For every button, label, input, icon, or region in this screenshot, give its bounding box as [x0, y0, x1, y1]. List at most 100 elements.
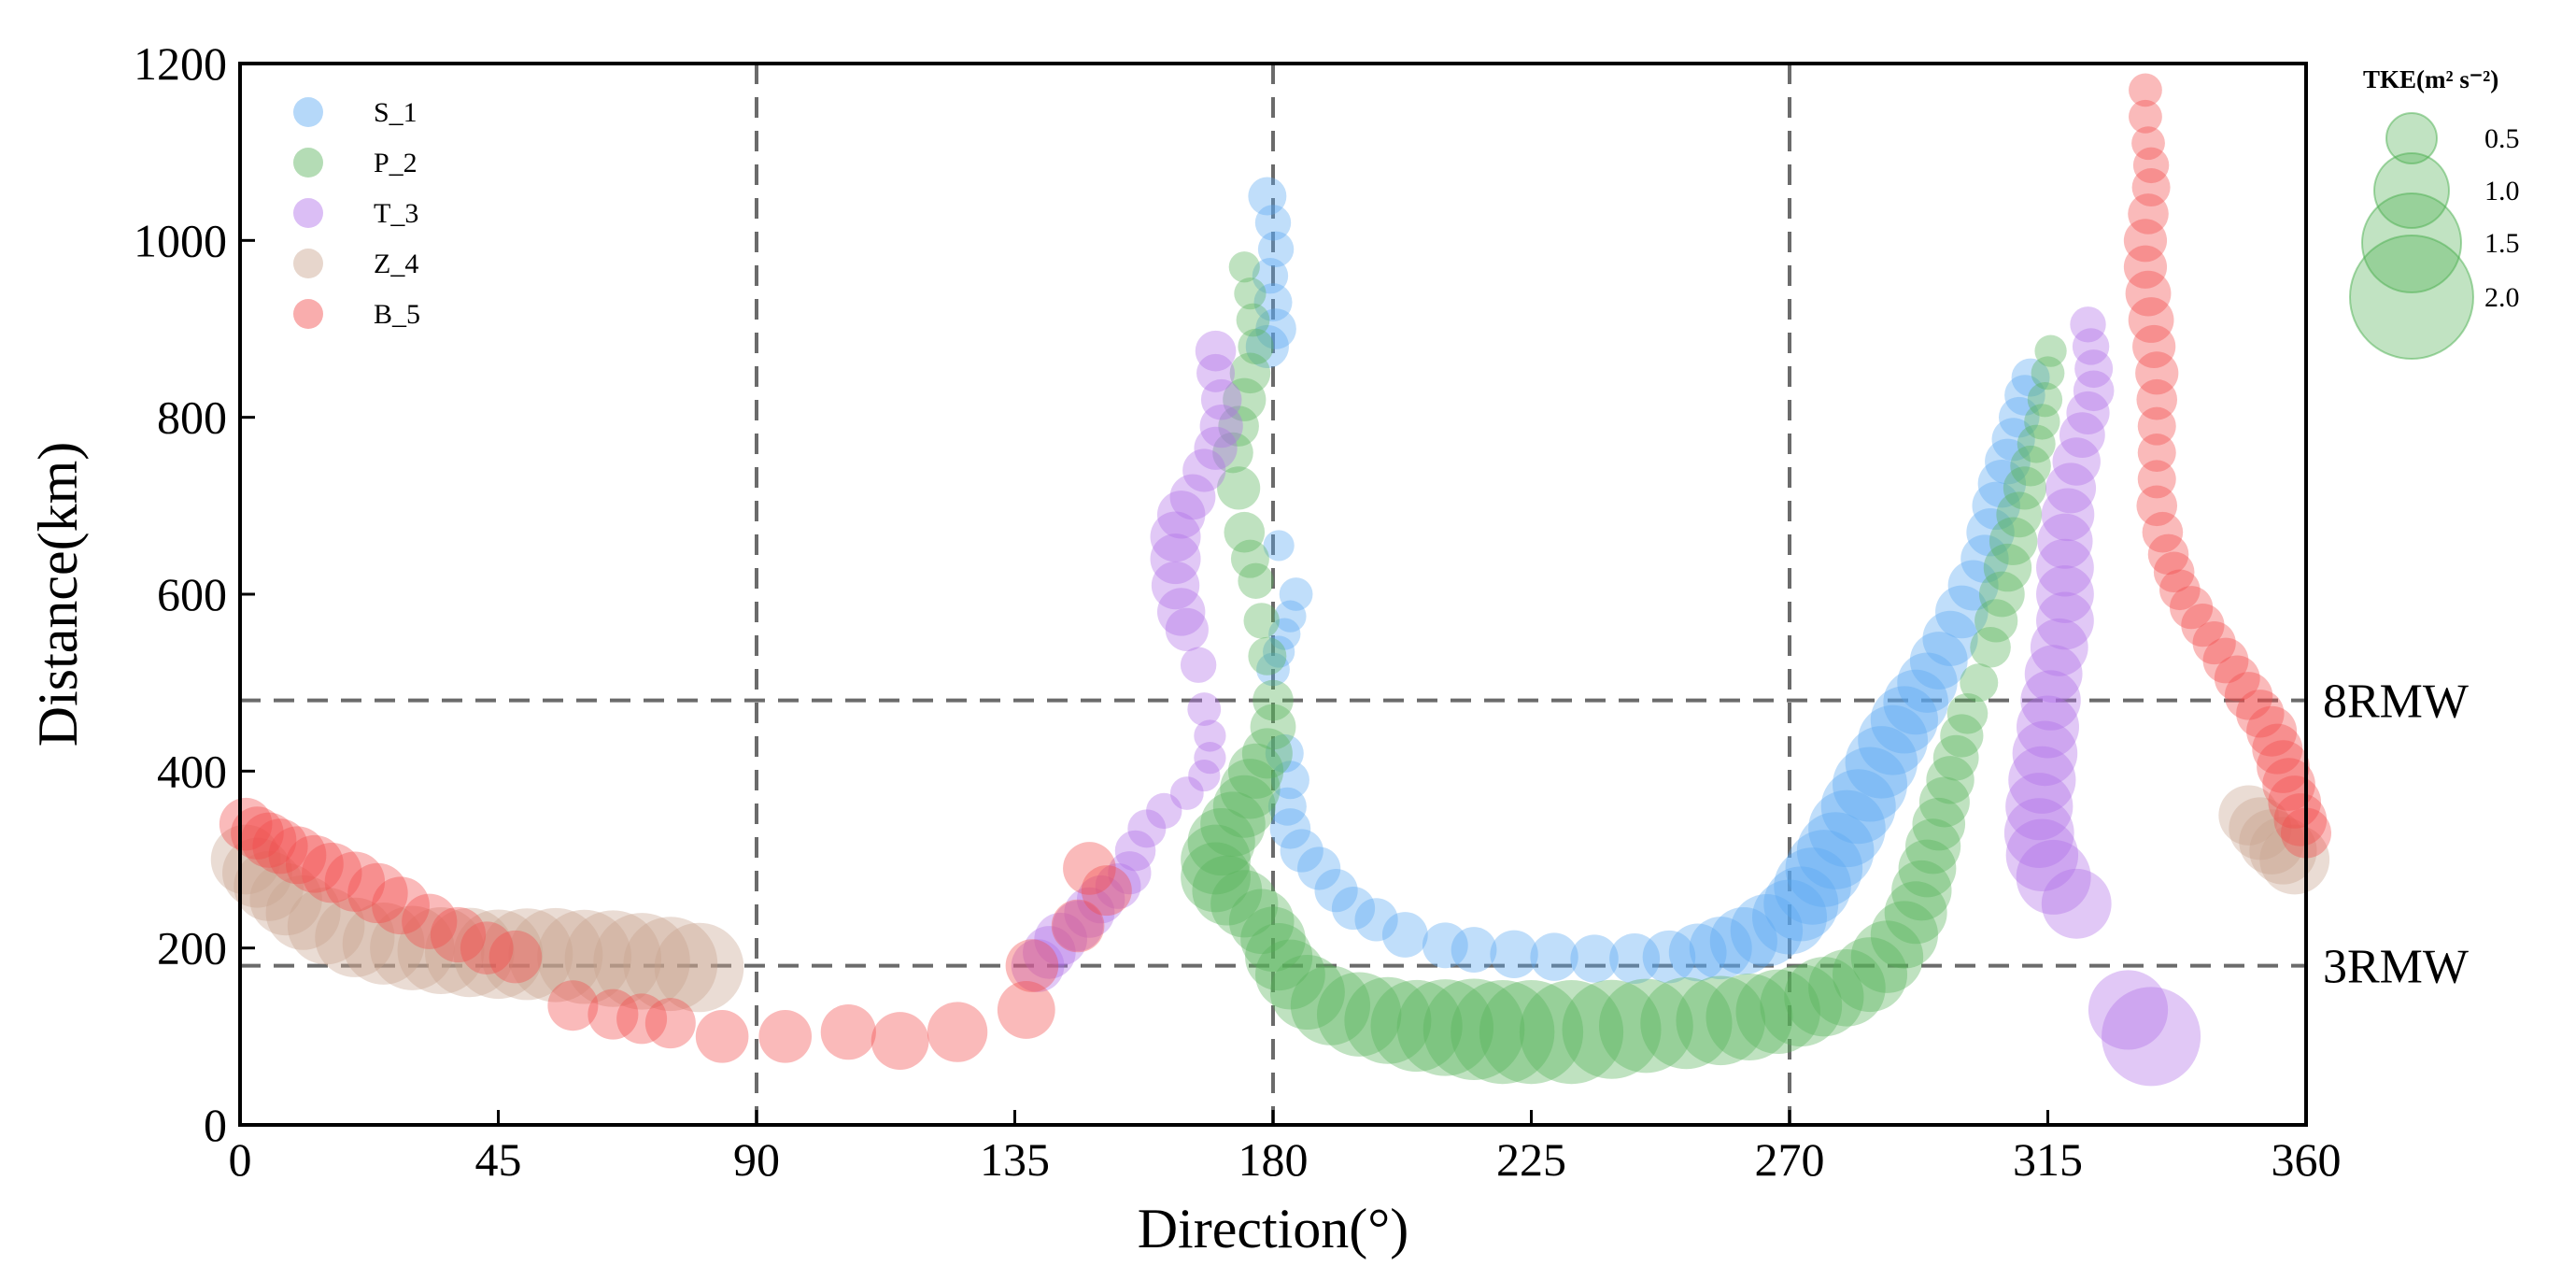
point-T_3-37 — [2045, 462, 2097, 514]
point-S_1-6 — [1245, 324, 1289, 369]
size-legend: TKE(m² s⁻²) 0.5 1.0 1.5 2.0 — [2349, 65, 2520, 360]
size-legend-marker-1.5 — [2361, 192, 2462, 293]
point-B_5-22 — [2181, 604, 2225, 647]
point-T_3-53 — [2041, 868, 2112, 939]
point-T_3-20 — [1127, 809, 1167, 848]
x-tick-label-180: 180 — [1238, 1133, 1309, 1186]
series-legend: S_1 P_2 T_3 Z_4 B_5 — [293, 97, 420, 330]
point-T_3-33 — [2073, 370, 2115, 412]
point-P_2-42 — [1640, 977, 1733, 1070]
point-P_2-49 — [1833, 937, 1908, 1013]
point-Z_4-9 — [397, 907, 485, 995]
point-T_3-34 — [2066, 391, 2110, 435]
point-P_2-63 — [1970, 627, 2011, 668]
point-T_3-28 — [1023, 926, 1076, 979]
point-B_5-8 — [2125, 270, 2172, 317]
x-tick-label-135: 135 — [980, 1133, 1050, 1186]
point-B_5-53 — [695, 1010, 749, 1063]
point-P_2-31 — [1290, 965, 1371, 1045]
point-B_5-41 — [302, 843, 362, 903]
point-B_5-30 — [2257, 740, 2310, 793]
point-S_1-51 — [1960, 534, 2009, 583]
point-S_1-27 — [1570, 934, 1619, 983]
point-S_1-19 — [1314, 869, 1358, 913]
point-Z_4-16 — [593, 913, 690, 1010]
point-P_2-64 — [1974, 599, 2018, 643]
point-B_5-39 — [268, 826, 327, 885]
point-Z_4-11 — [453, 909, 544, 1000]
point-T_3-40 — [2036, 538, 2094, 597]
point-S_1-30 — [1668, 923, 1727, 982]
point-T_3-45 — [2020, 670, 2081, 731]
x-axis-title: Direction(°) — [1138, 1198, 1409, 1259]
point-B_5-57 — [927, 1002, 988, 1062]
point-P_2-47 — [1784, 957, 1864, 1037]
x-tick-label-360: 360 — [2272, 1133, 2342, 1186]
point-P_2-38 — [1479, 980, 1584, 1085]
point-S_1-4 — [1253, 283, 1293, 322]
point-T_3-13 — [1180, 647, 1217, 683]
point-P_2-66 — [1983, 543, 2032, 592]
point-P_2-54 — [1898, 839, 1957, 898]
point-P_2-27 — [1240, 906, 1306, 972]
point-B_5-16 — [2136, 485, 2178, 527]
ref-labels: 8RMW 3RMW — [2323, 676, 2469, 994]
point-T_3-19 — [1146, 792, 1182, 830]
point-T_3-52 — [2016, 839, 2091, 915]
point-B_5-11 — [2135, 351, 2179, 395]
point-T_3-29 — [1011, 939, 1065, 992]
point-B_5-9 — [2128, 297, 2174, 343]
point-S_1-28 — [1609, 933, 1661, 985]
point-S_1-11 — [1263, 635, 1295, 668]
point-B_5-51 — [616, 993, 668, 1045]
point-B_5-46 — [430, 906, 487, 963]
point-P_2-22 — [1181, 824, 1251, 895]
point-P_2-30 — [1269, 955, 1345, 1030]
point-P_2-13 — [1248, 636, 1287, 676]
point-S_1-32 — [1709, 906, 1777, 975]
size-legend-title: TKE(m² s⁻²) — [2363, 65, 2498, 93]
point-T_3-27 — [1034, 912, 1087, 966]
size-legend-marker-1.0 — [2373, 152, 2450, 229]
point-P_2-28 — [1245, 923, 1313, 991]
y-tick-label-0: 0 — [204, 1099, 227, 1151]
point-S_1-37 — [1785, 830, 1863, 907]
point-S_1-16 — [1269, 808, 1311, 849]
axis-ticks: 0 45 90 135 180 225 270 315 360 0 200 400 600 800 1000… — [134, 37, 2342, 1186]
point-P_2-0 — [1228, 251, 1260, 283]
point-P_2-75 — [2034, 334, 2067, 367]
point-S_1-29 — [1642, 930, 1696, 984]
point-B_5-23 — [2192, 620, 2236, 665]
point-T_3-9 — [1150, 533, 1201, 585]
point-P_2-41 — [1598, 978, 1693, 1074]
size-legend-label-0.5: 0.5 — [2484, 123, 2520, 154]
point-T_3-8 — [1150, 511, 1201, 562]
point-B_5-0 — [2129, 73, 2162, 107]
point-B_5-52 — [644, 998, 696, 1049]
point-S_1-43 — [1858, 704, 1928, 775]
legend-label-Z_4: Z_4 — [374, 249, 418, 279]
point-P_2-48 — [1808, 948, 1886, 1027]
point-B_5-20 — [2159, 569, 2201, 611]
point-T_3-2 — [1200, 378, 1242, 420]
point-B_5-48 — [488, 930, 543, 984]
point-B_5-24 — [2202, 637, 2249, 684]
point-P_2-44 — [1706, 974, 1793, 1061]
point-S_1-23 — [1422, 922, 1468, 969]
point-B_5-27 — [2236, 690, 2285, 738]
point-P_2-36 — [1422, 978, 1525, 1081]
point-P_2-35 — [1396, 979, 1494, 1076]
point-P_2-40 — [1562, 979, 1662, 1079]
point-S_1-12 — [1256, 652, 1290, 687]
point-B_5-1 — [2129, 99, 2162, 134]
point-Z_4-17 — [623, 917, 718, 1012]
point-B_5-18 — [2147, 533, 2189, 576]
point-Z_4-4 — [265, 875, 341, 950]
point-S_1-39 — [1808, 789, 1886, 868]
size-legend-label-1.5: 1.5 — [2484, 228, 2520, 259]
point-T_3-35 — [2059, 412, 2105, 458]
point-B_5-13 — [2137, 406, 2176, 446]
point-T_3-7 — [1156, 491, 1206, 539]
point-P_2-43 — [1676, 975, 1766, 1066]
